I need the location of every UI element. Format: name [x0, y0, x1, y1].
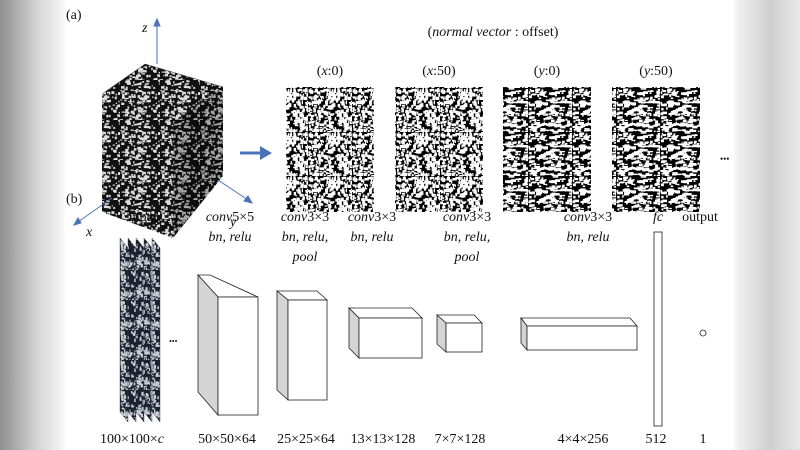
conv-block-2 — [275, 290, 329, 401]
input-label: input — [129, 210, 158, 225]
svg-text:bn, relu: bn, relu — [566, 230, 609, 245]
slice-3: (y:0) — [503, 64, 591, 212]
input-slice — [119, 237, 129, 423]
input-slice — [127, 237, 137, 423]
output-node — [699, 329, 707, 337]
cube-side-face — [173, 87, 223, 238]
slice-image — [395, 87, 483, 212]
conv-label-3: conv3×3 bn, relu — [348, 210, 396, 245]
fc-label: fc — [653, 210, 664, 225]
axes — [72, 17, 254, 226]
svg-text:conv3×3: conv3×3 — [348, 210, 396, 225]
svg-text:bn, relu,: bn, relu, — [444, 230, 491, 245]
svg-text:pool: pool — [454, 250, 480, 265]
panel-b-label: (b) — [66, 192, 83, 207]
conv-label-5: conv3×3 bn, relu — [564, 210, 612, 245]
panel-a-label: (a) — [66, 8, 82, 23]
conv-label-2: conv3×3 bn, relu, pool — [281, 210, 329, 265]
slice-2: (x:50) — [395, 64, 483, 212]
slices-title: (normal vector : offset) — [428, 25, 559, 40]
conv-block-4 — [435, 314, 483, 353]
svg-text:conv5×5: conv5×5 — [206, 210, 254, 225]
conv-label-1: conv5×5 bn, relu — [206, 210, 254, 245]
slices-ellipsis: ••• — [720, 154, 729, 164]
conv-label-4: conv3×3 bn, relu, pool — [443, 210, 491, 265]
input-slice — [151, 237, 161, 423]
slice-image — [286, 87, 374, 212]
slice-image — [612, 87, 700, 212]
conv-block-1 — [197, 273, 259, 417]
slice-1: (x:0) — [286, 64, 374, 212]
y-axis-label: y — [228, 215, 237, 230]
size-output: 1 — [700, 432, 707, 447]
x-arrowhead-icon — [72, 217, 82, 226]
slice-label: (y:0) — [534, 64, 561, 79]
svg-text:bn, relu: bn, relu — [350, 230, 393, 245]
size-conv4: 7×7×128 — [435, 432, 486, 447]
svg-text:bn, relu: bn, relu — [208, 230, 251, 245]
conv-block-5 — [520, 316, 638, 352]
size-conv1: 50×50×64 — [198, 432, 256, 447]
svg-text:pool: pool — [292, 250, 318, 265]
size-fc: 512 — [646, 432, 667, 447]
input-slice — [143, 237, 153, 423]
fc-bar — [653, 231, 663, 427]
x-axis — [77, 197, 113, 223]
x-axis-label: x — [85, 225, 93, 240]
z-axis-label: z — [141, 21, 148, 36]
cube-front-face — [102, 94, 173, 238]
input-ellipsis: ••• — [169, 337, 178, 346]
slice-label: (x:0) — [317, 64, 344, 79]
size-input: 100×100×c — [100, 432, 165, 447]
conv-blocks — [197, 231, 707, 427]
y-axis — [217, 179, 249, 201]
conv-block-3 — [348, 307, 423, 359]
slice-label: (x:50) — [422, 64, 456, 79]
y-arrowhead-icon — [243, 195, 254, 204]
z-arrowhead-icon — [153, 17, 161, 27]
slice-label: (y:50) — [639, 64, 673, 79]
right-arrow-icon — [240, 146, 272, 160]
svg-text:conv3×3: conv3×3 — [443, 210, 491, 225]
size-conv5: 4×4×256 — [558, 432, 609, 447]
input-stack — [119, 237, 161, 423]
slice-image — [503, 87, 591, 212]
svg-text:conv3×3: conv3×3 — [281, 210, 329, 225]
output-label: output — [682, 210, 718, 225]
cube — [101, 63, 224, 238]
input-slice — [135, 237, 145, 423]
svg-text:conv3×3: conv3×3 — [564, 210, 612, 225]
size-conv2: 25×25×64 — [277, 432, 335, 447]
svg-text:bn, relu,: bn, relu, — [282, 230, 329, 245]
size-conv3: 13×13×128 — [351, 432, 416, 447]
slice-4: (y:50) — [612, 64, 700, 212]
